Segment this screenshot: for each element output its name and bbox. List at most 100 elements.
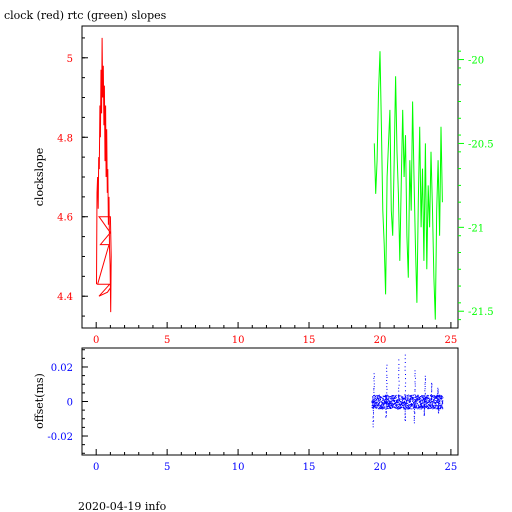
offset-point xyxy=(419,398,421,400)
offset-point xyxy=(396,407,397,409)
offset-point xyxy=(434,397,436,399)
offset-spike-point xyxy=(413,418,415,420)
offset-point xyxy=(394,398,396,399)
offset-point xyxy=(430,398,432,400)
offset-x-tick-label: 20 xyxy=(374,462,387,473)
offset-point xyxy=(398,400,400,402)
offset-spike-point xyxy=(437,391,439,393)
offset-point xyxy=(431,407,433,408)
offset-point xyxy=(413,394,414,396)
slopes-x-tick-label: 25 xyxy=(445,335,458,346)
offset-point xyxy=(392,404,394,406)
offset-point xyxy=(389,402,391,404)
offset-point xyxy=(389,402,391,404)
offset-spike-point xyxy=(414,389,416,391)
offset-point xyxy=(399,404,401,406)
offset-spike-point xyxy=(386,396,388,397)
offset-point xyxy=(382,395,384,397)
offset-point xyxy=(432,408,434,410)
offset-spike-point xyxy=(437,411,439,413)
offset-point xyxy=(390,405,392,407)
offset-point xyxy=(393,406,395,408)
offset-point xyxy=(436,394,438,396)
offset-point xyxy=(411,403,413,405)
offset-point xyxy=(419,408,421,410)
offset-point xyxy=(379,396,381,397)
offset-point xyxy=(394,400,396,401)
offset-point xyxy=(377,408,379,410)
offset-point xyxy=(398,408,399,410)
offset-spike-point xyxy=(404,358,406,360)
offset-point xyxy=(438,394,440,396)
offset-spike-point xyxy=(438,403,439,405)
offset-point xyxy=(432,401,434,403)
offset-point xyxy=(386,394,388,396)
offset-point xyxy=(405,399,407,401)
offset-point xyxy=(407,402,409,404)
offset-spike-point xyxy=(431,390,433,392)
offset-point xyxy=(420,403,422,405)
offset-point xyxy=(424,396,426,398)
offset-point xyxy=(392,395,394,397)
offset-point xyxy=(411,408,413,410)
offset-point xyxy=(393,400,395,401)
offset-point xyxy=(435,404,437,406)
offset-point xyxy=(374,395,376,397)
offset-point xyxy=(388,402,390,404)
offset-y-tick-label: 0.02 xyxy=(51,363,73,374)
offset-point xyxy=(426,395,428,397)
offset-spike-point xyxy=(404,369,406,371)
offset-point xyxy=(410,403,412,404)
offset-spike-point xyxy=(414,373,416,375)
offset-point xyxy=(421,396,423,398)
offset-marks: 0 5 10 15 20 25 0.02 0 -0.02 xyxy=(47,349,457,473)
offset-spike-point xyxy=(398,370,400,371)
offset-point xyxy=(400,401,402,403)
offset-point xyxy=(425,398,427,400)
offset-point xyxy=(391,397,393,399)
offset-spike-point xyxy=(437,392,439,394)
offset-point xyxy=(394,403,396,405)
offset-point xyxy=(387,405,389,407)
offset-spike-point xyxy=(386,383,388,384)
offset-point xyxy=(372,400,374,402)
offset-spike-point xyxy=(373,400,375,402)
offset-point xyxy=(410,401,411,403)
offset-point xyxy=(440,406,442,407)
offset-point xyxy=(397,399,399,401)
offset-point xyxy=(401,404,403,406)
offset-point xyxy=(442,397,444,399)
offset-point xyxy=(372,399,374,401)
offset-point xyxy=(440,398,442,400)
offset-point xyxy=(442,407,444,409)
offset-point xyxy=(435,402,437,404)
offset-point xyxy=(422,405,424,407)
offset-point xyxy=(417,398,419,400)
offset-point xyxy=(388,400,390,402)
offset-point xyxy=(432,402,434,404)
offset-point xyxy=(374,394,376,396)
offset-point xyxy=(375,406,377,408)
offset-point xyxy=(410,406,412,407)
offset-point xyxy=(381,401,383,403)
offset-y-tick-label: 0 xyxy=(67,398,73,409)
offset-point xyxy=(416,405,418,407)
offset-point xyxy=(391,405,393,407)
offset-point xyxy=(372,397,374,399)
offset-point xyxy=(403,404,405,405)
offset-point xyxy=(375,407,377,409)
offset-point xyxy=(424,398,426,400)
offset-point xyxy=(412,398,414,400)
offset-point xyxy=(398,395,400,397)
offset-spike-point xyxy=(372,404,374,406)
offset-point xyxy=(408,400,410,401)
offset-spike-point xyxy=(373,388,375,389)
offset-point xyxy=(404,400,405,402)
offset-spike-point xyxy=(386,397,388,399)
slopes-x-tick-label: 5 xyxy=(164,335,170,346)
offset-spike-point xyxy=(414,370,416,372)
offset-point xyxy=(371,401,373,403)
offset-point xyxy=(375,397,377,399)
offset-point xyxy=(378,405,380,407)
offset-point xyxy=(374,406,376,408)
